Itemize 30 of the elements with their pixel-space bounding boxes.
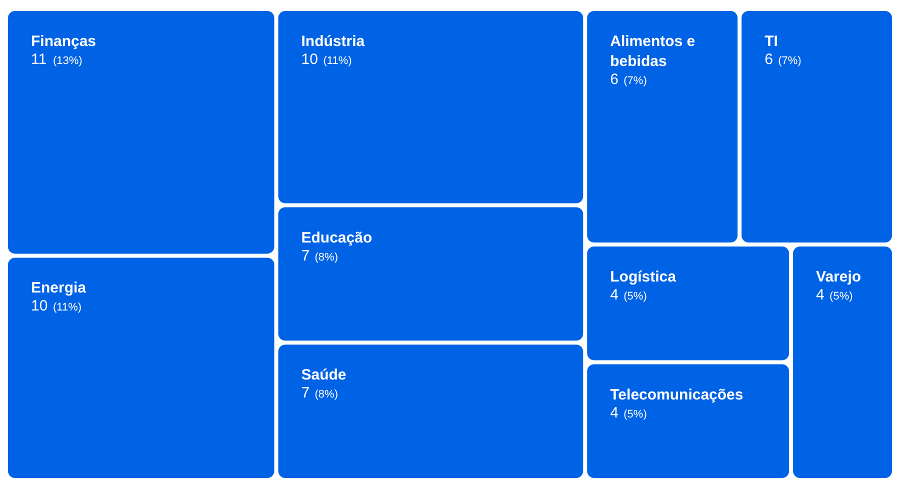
- data-label: (8%): [314, 388, 338, 401]
- data-label: 7: [301, 247, 310, 264]
- data-label: 10: [301, 51, 318, 68]
- data-label: 6: [764, 51, 773, 68]
- data-label: (5%): [830, 290, 853, 302]
- data-label: (8%): [314, 251, 338, 264]
- category-label: Educação: [301, 229, 372, 246]
- category-label: Saúde: [301, 366, 346, 384]
- data-label: (5%): [624, 408, 647, 420]
- data-label: 10: [31, 298, 48, 315]
- category-label: Alimentos e bebidas: [610, 33, 696, 70]
- data-label: (7%): [778, 55, 802, 67]
- data-label: 6: [610, 71, 618, 88]
- category-label: Telecomunicações: [610, 386, 744, 404]
- category-label: TI: [764, 33, 778, 50]
- data-label: 4: [610, 286, 618, 304]
- data-label: (11%): [53, 302, 82, 314]
- data-label: 7: [301, 384, 310, 402]
- category-label: Varejo: [816, 268, 862, 286]
- data-label: 4: [816, 286, 824, 304]
- category-label: Finanças: [31, 33, 96, 50]
- data-label: 11: [31, 51, 47, 68]
- data-label: (13%): [53, 55, 82, 67]
- data-label: (5%): [624, 290, 647, 302]
- data-label: (11%): [323, 55, 352, 67]
- category-label: Logística: [610, 268, 677, 286]
- category-label: Energia: [31, 280, 87, 297]
- data-label: 4: [610, 404, 618, 422]
- category-label: Indústria: [301, 33, 366, 50]
- data-label: (7%): [624, 75, 647, 87]
